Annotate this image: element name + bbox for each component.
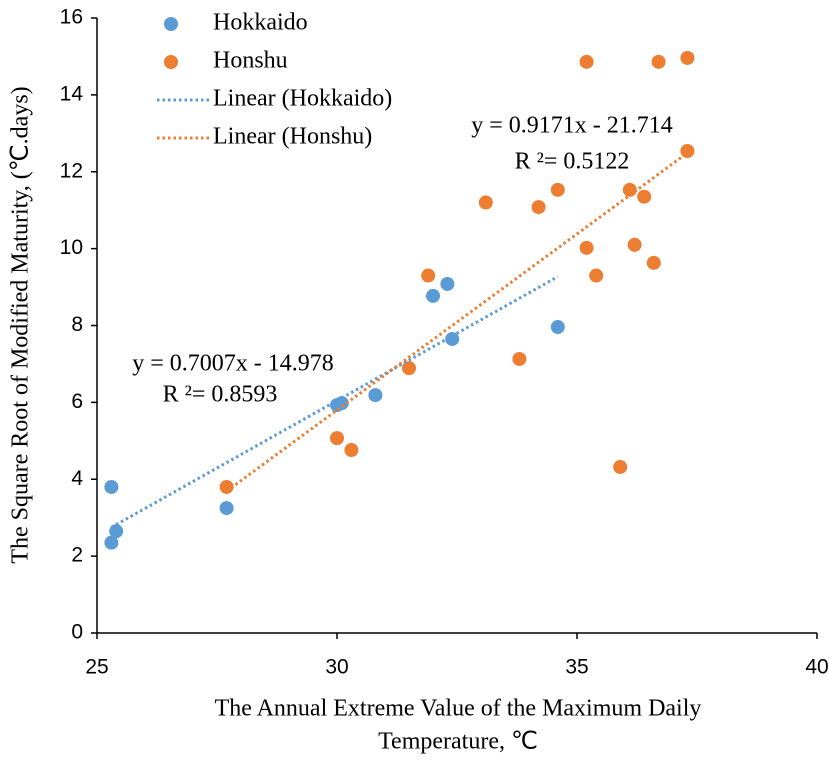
trendline	[225, 151, 689, 493]
scatter-point	[512, 351, 527, 366]
x-tick-label: 40	[805, 656, 828, 679]
x-axis-label: Temperature, ℃	[378, 729, 538, 755]
scatter-point	[440, 276, 455, 291]
legend-marker	[164, 55, 178, 69]
annotation: R ²= 0.5122	[515, 149, 630, 175]
scatter-point	[426, 288, 440, 303]
scatter-point	[651, 54, 666, 69]
scatter-point	[478, 195, 493, 210]
scatter-point	[330, 431, 344, 446]
x-tick-label: 30	[325, 656, 348, 679]
y-tick-label: 0	[71, 621, 83, 644]
legend-label: Linear (Hokkaido)	[213, 86, 392, 112]
x-tick-label: 35	[565, 656, 588, 679]
scatter-point	[368, 388, 383, 403]
scatter-point	[445, 331, 460, 346]
scatter-point	[627, 237, 642, 252]
scatter-point	[421, 268, 436, 283]
x-axis-label: The Annual Extreme Value of the Maximum …	[215, 696, 702, 722]
scatter-point	[613, 459, 628, 474]
scatter-point	[402, 361, 416, 376]
scatter-point	[579, 54, 594, 69]
scatter-point	[680, 50, 695, 65]
scatter-point	[531, 200, 546, 215]
y-tick-label: 10	[60, 236, 83, 259]
annotation: y = 0.9171x - 21.714	[471, 113, 673, 139]
y-tick-label: 2	[71, 544, 83, 567]
x-tick-label: 25	[85, 656, 108, 679]
legend-marker	[164, 17, 178, 31]
legend-label: Hokkaido	[213, 10, 308, 36]
scatter-point	[589, 268, 604, 283]
scatter-point	[622, 182, 637, 197]
legend-label: Honshu	[213, 48, 288, 74]
y-tick-label: 6	[71, 390, 83, 413]
annotation: R ²= 0.8593	[163, 382, 278, 408]
scatter-point	[646, 255, 661, 270]
y-tick-label: 16	[60, 6, 83, 29]
y-tick-label: 4	[71, 467, 83, 490]
scatter-point	[637, 189, 652, 204]
annotation: y = 0.7007x - 14.978	[132, 351, 334, 377]
scatter-point	[550, 320, 565, 335]
scatter-point	[219, 479, 234, 494]
scatter-point	[344, 443, 359, 458]
legend-label: Linear (Honshu)	[213, 124, 372, 150]
y-tick-label: 12	[60, 159, 83, 182]
scatter-point	[104, 535, 119, 550]
y-tick-label: 8	[71, 313, 83, 336]
scatter-point	[680, 143, 695, 158]
scatter-point	[104, 479, 119, 494]
y-tick-label: 14	[60, 82, 84, 105]
scatter-point	[219, 501, 234, 516]
y-axis-label: The Square Root of Modified Maturity, (℃…	[8, 86, 34, 563]
scatter-point	[550, 182, 565, 197]
scatter-point	[579, 240, 594, 255]
